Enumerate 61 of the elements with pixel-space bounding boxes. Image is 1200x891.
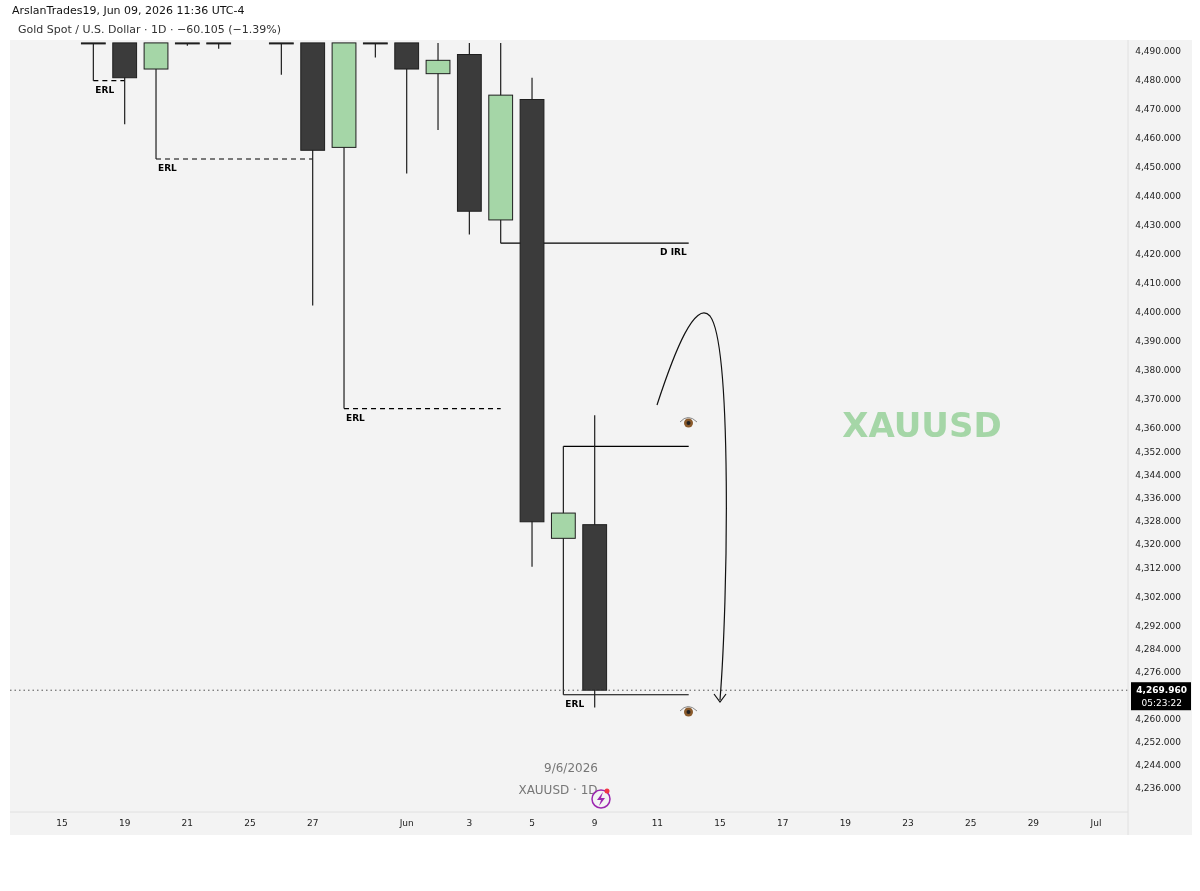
y-tick-label: 4,312.000 — [1135, 562, 1182, 573]
y-tick-label: 4,420.000 — [1135, 249, 1182, 260]
y-tick-label: 4,260.000 — [1135, 713, 1182, 724]
y-tick-label: 4,480.000 — [1135, 75, 1182, 86]
y-tick-label: 4,430.000 — [1135, 220, 1182, 231]
annotation: XAUUSD — [842, 405, 1002, 445]
annotation: XAUUSD · 1D — [518, 783, 598, 797]
series-label: D IRL — [660, 247, 687, 258]
y-tick-label: 4,336.000 — [1135, 493, 1182, 504]
x-tick-label: Jul — [1089, 818, 1102, 828]
chart-subtitle: ArslanTrades19, Jun 09, 2026 11:36 UTC-4 — [12, 4, 245, 17]
candlestick — [80, 42, 106, 82]
y-tick-label: 4,400.000 — [1135, 307, 1182, 318]
y-tick-label: 4,352.000 — [1135, 446, 1182, 457]
y-tick-label: 4,244.000 — [1135, 760, 1182, 771]
text: 05:23:22 — [1141, 697, 1182, 708]
series-label: ERL — [346, 412, 366, 423]
x-tick-label: 15 — [714, 818, 726, 828]
x-tick-label: 25 — [244, 818, 256, 828]
x-tick-label: 5 — [529, 818, 535, 828]
y-tick-label: 4,236.000 — [1135, 783, 1182, 794]
y-tick-label: 4,460.000 — [1135, 133, 1182, 144]
y-tick-label: 4,370.000 — [1135, 394, 1182, 405]
x-tick-label: 21 — [181, 818, 194, 828]
y-tick-label: 4,302.000 — [1135, 591, 1182, 602]
x-tick-label: 17 — [776, 818, 789, 828]
y-tick-label: 4,440.000 — [1135, 191, 1182, 202]
x-tick-label: 25 — [964, 818, 977, 828]
y-tick-label: 4,410.000 — [1135, 278, 1182, 289]
y-tick-label: 4,292.000 — [1135, 620, 1182, 631]
series-label: ERL — [95, 84, 115, 95]
y-tick-label: 4,320.000 — [1135, 539, 1182, 550]
y-tick-label: 4,252.000 — [1135, 736, 1182, 747]
candlestick — [268, 42, 294, 76]
x-tick-label: 27 — [306, 818, 319, 828]
x-tick-label: 11 — [651, 818, 664, 828]
x-tick-label: 9 — [591, 818, 598, 828]
x-tick-label: 19 — [839, 818, 852, 828]
y-tick-label: 4,390.000 — [1135, 336, 1182, 347]
y-tick-label: 4,328.000 — [1135, 516, 1182, 527]
x-tick-label: 23 — [902, 818, 914, 828]
y-tick-label: 4,344.000 — [1135, 469, 1182, 480]
y-tick-label: 4,276.000 — [1135, 667, 1182, 678]
y-tick-label: 4,450.000 — [1135, 162, 1182, 173]
y-tick-label: 4,490.000 — [1135, 46, 1182, 57]
x-tick-label: 19 — [118, 818, 131, 828]
y-tick-label: 4,284.000 — [1135, 643, 1182, 654]
y-tick-label: 4,360.000 — [1135, 423, 1182, 434]
y-tick-label: 4,470.000 — [1135, 104, 1182, 115]
y-tick-label: 4,380.000 — [1135, 365, 1182, 376]
candlestick — [425, 42, 451, 131]
candlestick — [550, 445, 576, 696]
chart-title: Gold Spot / U.S. Dollar · 1D · −60.105 (−1.39%) — [18, 23, 281, 36]
series-label: ERL — [158, 162, 178, 173]
annotation: 9/6/2026 — [544, 761, 598, 775]
series-label: ERL — [565, 698, 585, 709]
x-tick-label: Jun — [398, 818, 414, 828]
ref-line-label: 4,269.960 — [1136, 684, 1187, 695]
x-tick-label: 15 — [56, 818, 68, 828]
x-tick-label: 3 — [466, 818, 473, 828]
x-tick-label: 29 — [1027, 818, 1040, 828]
